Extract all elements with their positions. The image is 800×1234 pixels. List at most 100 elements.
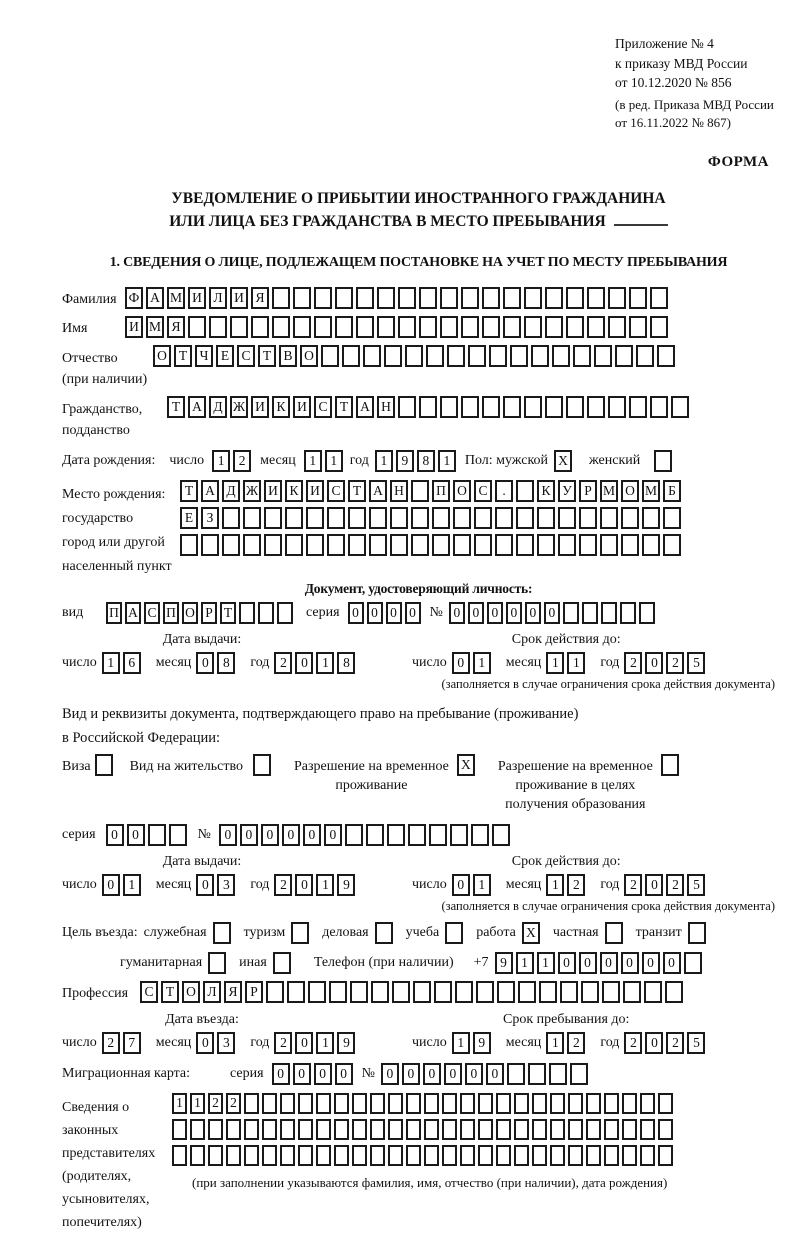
representative-cell[interactable]: [442, 1144, 457, 1166]
surname-cell[interactable]: [587, 286, 605, 309]
birthplace-cell[interactable]: [243, 506, 261, 529]
birthplace-cell[interactable]: [327, 506, 345, 529]
birthplace-cell[interactable]: [432, 533, 450, 556]
residence-issue-day-cell[interactable]: 0: [101, 873, 120, 896]
surname-cell[interactable]: [377, 286, 395, 309]
representative-cell[interactable]: [622, 1144, 637, 1166]
representative-cell[interactable]: [262, 1118, 277, 1140]
representative-cell[interactable]: [586, 1118, 601, 1140]
patronymic-cell[interactable]: [573, 344, 591, 367]
doc-kind-cell[interactable]: Р: [201, 601, 217, 624]
migration-number-cell[interactable]: 0: [422, 1062, 441, 1085]
doc-number-cell[interactable]: [638, 601, 655, 624]
entry-year-cell[interactable]: 0: [295, 1031, 314, 1054]
birthplace-cell[interactable]: [306, 533, 324, 556]
doc-issue-day-cell[interactable]: 6: [122, 651, 141, 674]
purpose-humanitarian-checkbox-cell[interactable]: [208, 951, 227, 974]
birthplace-cell[interactable]: У: [558, 479, 576, 502]
birthplace-cell[interactable]: З: [201, 506, 219, 529]
firstname-cell[interactable]: [545, 315, 563, 338]
phone-digit-cell[interactable]: [683, 951, 702, 974]
citizenship-cell[interactable]: Т: [167, 395, 185, 418]
representative-cell[interactable]: [586, 1144, 601, 1166]
representative-cell[interactable]: [190, 1144, 205, 1166]
doc-issue-month-cell[interactable]: 0: [196, 651, 215, 674]
doc-issue-year-cell[interactable]: 1: [316, 651, 335, 674]
birthplace-cell[interactable]: [327, 533, 345, 556]
profession-cell[interactable]: [350, 980, 368, 1003]
residence-series-cell[interactable]: [147, 823, 166, 846]
surname-cell[interactable]: [314, 286, 332, 309]
representative-cell[interactable]: [298, 1092, 313, 1114]
birthplace-cell[interactable]: Т: [348, 479, 366, 502]
representative-cell[interactable]: [532, 1092, 547, 1114]
surname-cell[interactable]: [503, 286, 521, 309]
surname-cell[interactable]: [272, 286, 290, 309]
residence-expiry-year-cell[interactable]: 5: [687, 873, 706, 896]
profession-cell[interactable]: [329, 980, 347, 1003]
birthplace-cell[interactable]: Ж: [243, 479, 261, 502]
migration-number-cell[interactable]: 0: [380, 1062, 399, 1085]
doc-kind-cell[interactable]: Т: [220, 601, 236, 624]
firstname-cell[interactable]: [461, 315, 479, 338]
birthplace-cell[interactable]: [579, 506, 597, 529]
migration-series-cell[interactable]: 0: [313, 1062, 332, 1085]
birthplace-cell[interactable]: [369, 533, 387, 556]
citizenship-cell[interactable]: Д: [209, 395, 227, 418]
birthplace-cell[interactable]: [222, 506, 240, 529]
patronymic-cell[interactable]: [447, 344, 465, 367]
purpose-study-checkbox-cell[interactable]: [445, 921, 464, 944]
residence-series-cell[interactable]: [168, 823, 187, 846]
citizenship-cell[interactable]: [566, 395, 584, 418]
birthplace-cell[interactable]: [222, 533, 240, 556]
birth-month-cell[interactable]: 1: [324, 449, 343, 472]
doc-number-cell[interactable]: [562, 601, 579, 624]
patronymic-cell[interactable]: [342, 344, 360, 367]
entry-year-cell[interactable]: 9: [337, 1031, 356, 1054]
migration-number-cell[interactable]: [548, 1062, 567, 1085]
birthplace-cell[interactable]: [663, 506, 681, 529]
phone-digit-cell[interactable]: 0: [599, 951, 618, 974]
birthplace-cell[interactable]: [390, 533, 408, 556]
doc-number-cell[interactable]: [619, 601, 636, 624]
residence-number-cell[interactable]: 0: [302, 823, 321, 846]
representative-cell[interactable]: [460, 1092, 475, 1114]
birthplace-cell[interactable]: [558, 506, 576, 529]
profession-cell[interactable]: Р: [245, 980, 263, 1003]
entry-year-cell[interactable]: 2: [274, 1031, 293, 1054]
doc-issue-year-cell[interactable]: 8: [337, 651, 356, 674]
birthplace-cell[interactable]: Е: [180, 506, 198, 529]
firstname-cell[interactable]: [482, 315, 500, 338]
representative-cell[interactable]: [442, 1118, 457, 1140]
firstname-cell[interactable]: [314, 315, 332, 338]
representative-cell[interactable]: [496, 1118, 511, 1140]
doc-kind-cell[interactable]: [258, 601, 274, 624]
birthplace-cell[interactable]: М: [642, 479, 660, 502]
profession-cell[interactable]: [644, 980, 662, 1003]
citizenship-cell[interactable]: [461, 395, 479, 418]
birth-month-cell[interactable]: 1: [303, 449, 322, 472]
surname-cell[interactable]: Я: [251, 286, 269, 309]
entry-month-cell[interactable]: 3: [217, 1031, 236, 1054]
profession-cell[interactable]: [371, 980, 389, 1003]
birthplace-cell[interactable]: Р: [579, 479, 597, 502]
birthplace-cell[interactable]: .: [495, 479, 513, 502]
birthplace-cell[interactable]: [243, 533, 261, 556]
migration-number-cell[interactable]: [569, 1062, 588, 1085]
doc-kind-cell[interactable]: П: [106, 601, 122, 624]
patronymic-cell[interactable]: [405, 344, 423, 367]
patronymic-cell[interactable]: Т: [174, 344, 192, 367]
birthplace-cell[interactable]: А: [201, 479, 219, 502]
firstname-cell[interactable]: [272, 315, 290, 338]
doc-number-cell[interactable]: 0: [486, 601, 503, 624]
patronymic-cell[interactable]: [489, 344, 507, 367]
doc-kind-cell[interactable]: С: [144, 601, 160, 624]
representative-cell[interactable]: [370, 1144, 385, 1166]
birthplace-cell[interactable]: [516, 479, 534, 502]
firstname-cell[interactable]: [230, 315, 248, 338]
firstname-cell[interactable]: [377, 315, 395, 338]
residence-expiry-year-cell[interactable]: 2: [666, 873, 685, 896]
birth-year-cell[interactable]: 9: [395, 449, 414, 472]
firstname-cell[interactable]: М: [146, 315, 164, 338]
birthplace-cell[interactable]: Т: [180, 479, 198, 502]
